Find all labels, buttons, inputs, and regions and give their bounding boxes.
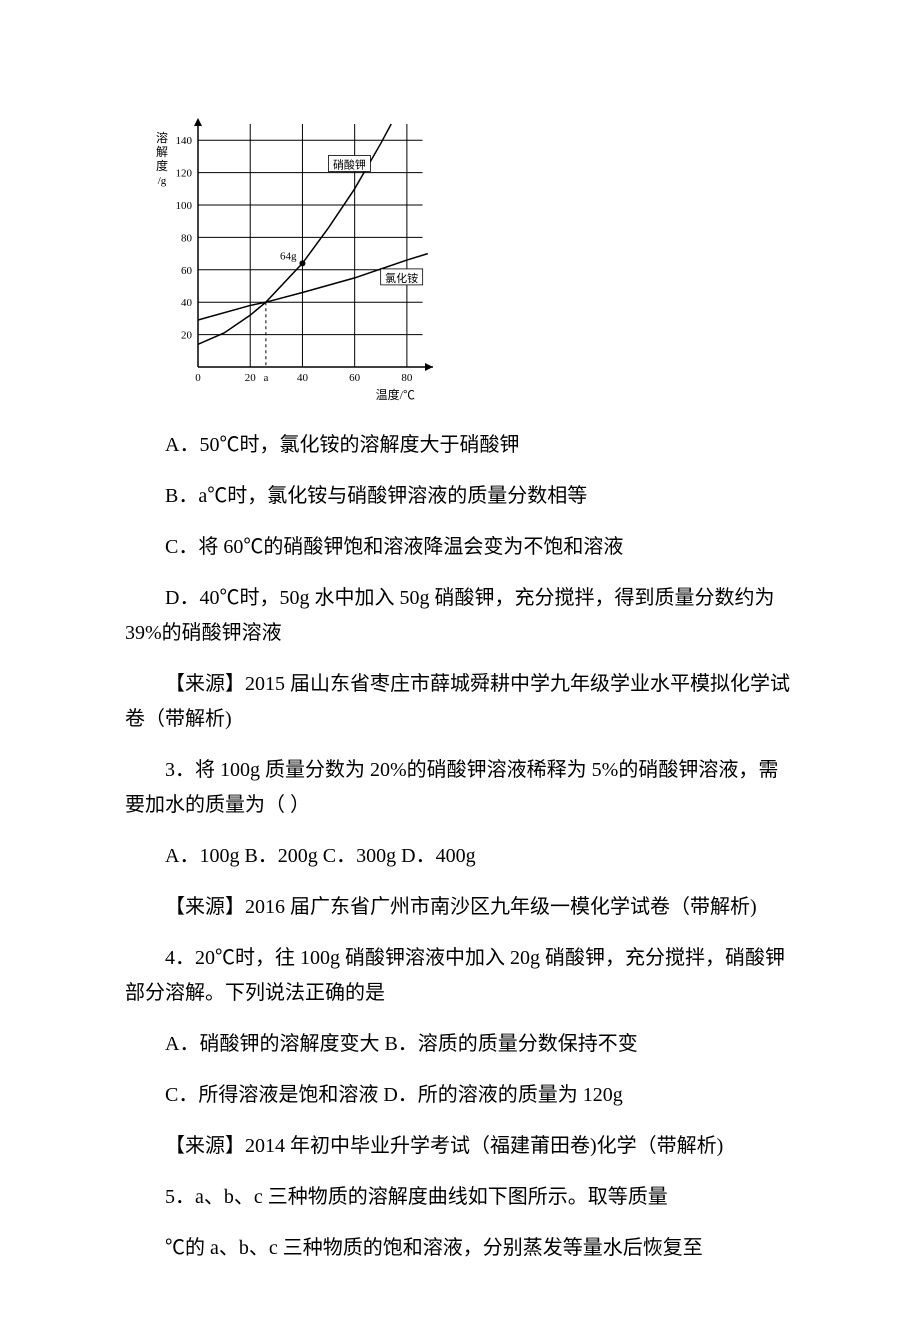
svg-text:60: 60: [181, 265, 193, 277]
svg-text:80: 80: [181, 232, 193, 244]
q4-source: 【来源】2014 年初中毕业升学考试（福建莆田卷)化学（带解析): [125, 1129, 795, 1164]
q2-option-a: A．50℃时，氯化铵的溶解度大于硝酸钾: [125, 428, 795, 463]
svg-text:80: 80: [401, 372, 413, 384]
q4-options-ab: A．硝酸钾的溶解度变大 B．溶质的质量分数保持不变: [125, 1027, 795, 1062]
svg-text:20: 20: [245, 372, 257, 384]
svg-text:硝酸钾: 硝酸钾: [333, 158, 366, 172]
svg-text:a: a: [263, 372, 268, 384]
svg-text:64g: 64g: [280, 250, 297, 262]
solubility-chart: 0 20 40 60 80 a 20 40 60 80 100 120 140 溶解度/g 温度/℃ 硝酸钾氯…: [150, 110, 795, 410]
svg-text:温度/℃: 温度/℃: [376, 387, 415, 402]
q5-stem-2: ℃的 a、b、c 三种物质的饱和溶液，分别蒸发等量水后恢复至: [125, 1231, 795, 1266]
svg-text:度: 度: [156, 158, 168, 173]
q5-stem-1: 5．a、b、c 三种物质的溶解度曲线如下图所示。取等质量: [125, 1180, 795, 1215]
svg-text:20: 20: [181, 330, 193, 342]
svg-text:140: 140: [176, 135, 193, 147]
svg-text:40: 40: [297, 372, 309, 384]
q2-option-c: C．将 60℃的硝酸钾饱和溶液降温会变为不饱和溶液: [125, 530, 795, 565]
q2-source: 【来源】2015 届山东省枣庄市薛城舜耕中学九年级学业水平模拟化学试卷（带解析): [125, 667, 795, 737]
q2-option-b: B．a℃时，氯化铵与硝酸钾溶液的质量分数相等: [125, 479, 795, 514]
q2-option-d: D．40℃时，50g 水中加入 50g 硝酸钾，充分搅拌，得到质量分数约为 39…: [125, 581, 795, 651]
svg-text:氯化铵: 氯化铵: [385, 271, 418, 285]
svg-text:120: 120: [176, 168, 193, 180]
q4-options-cd: C．所得溶液是饱和溶液 D．所的溶液的质量为 120g: [125, 1078, 795, 1113]
svg-text:/g: /g: [158, 175, 167, 187]
q4-stem: 4．20℃时，往 100g 硝酸钾溶液中加入 20g 硝酸钾，充分搅拌，硝酸钾部…: [125, 941, 795, 1011]
q3-stem: 3．将 100g 质量分数为 20%的硝酸钾溶液稀释为 5%的硝酸钾溶液，需要加…: [125, 753, 795, 823]
svg-text:40: 40: [181, 297, 193, 309]
svg-text:60: 60: [349, 372, 361, 384]
chart-svg: 0 20 40 60 80 a 20 40 60 80 100 120 140 溶解度/g 温度/℃ 硝酸钾氯…: [150, 110, 445, 405]
svg-text:100: 100: [176, 200, 193, 212]
q3-source: 【来源】2016 届广东省广州市南沙区九年级一模化学试卷（带解析): [125, 890, 795, 925]
svg-text:溶: 溶: [156, 130, 168, 145]
svg-text:解: 解: [156, 145, 168, 159]
q3-options: A．100g B．200g C．300g D．400g: [125, 839, 795, 874]
svg-text:0: 0: [195, 372, 201, 384]
